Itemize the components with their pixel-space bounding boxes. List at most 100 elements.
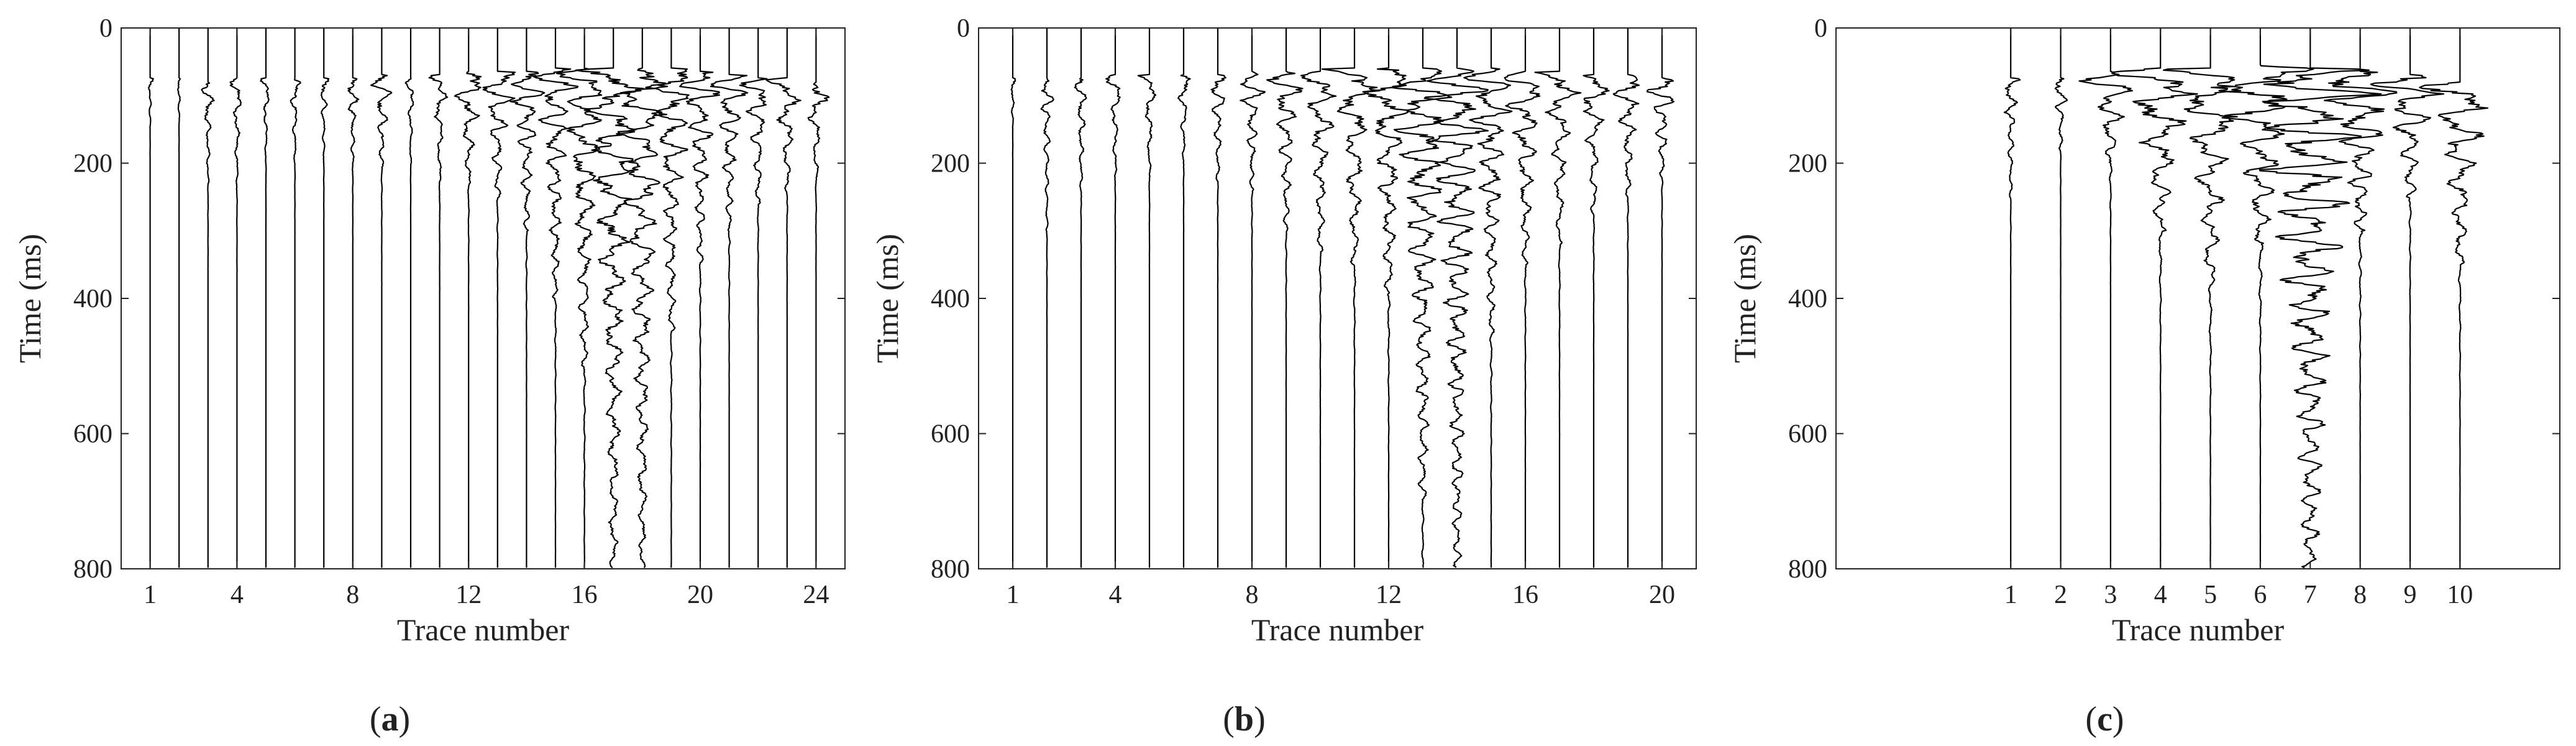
seismic-trace-2 <box>177 28 181 568</box>
y-tick-label: 400 <box>73 285 112 313</box>
y-axis-title: Time (ms) <box>1727 234 1762 363</box>
chart-panel-c: 0 200 400 600 800 1 2 3 4 5 6 7 8 9 10 Trace number Time… <box>1727 14 2560 739</box>
x-axis-title: Trace number <box>2112 612 2285 647</box>
x-tick-label: 16 <box>572 581 598 609</box>
x-tick-label: 5 <box>2204 581 2217 609</box>
x-tick-label: 20 <box>1649 581 1675 609</box>
seismic-trace-15 <box>532 28 579 568</box>
seismic-trace-9 <box>2370 28 2444 568</box>
x-tick-label: 16 <box>1512 581 1538 609</box>
x-tick-label: 3 <box>2104 581 2117 609</box>
seismic-trace-3 <box>201 28 215 568</box>
seismic-trace-18 <box>616 28 669 568</box>
seismic-trace-9 <box>1266 28 1304 568</box>
seismic-trace-16 <box>555 28 603 568</box>
x-tick-label: 4 <box>1109 581 1122 609</box>
seismic-trace-7 <box>1210 28 1226 568</box>
chart-panel-b: 0 200 400 600 800 1 4 8 12 16 20 Trace number Time (… <box>870 14 1697 739</box>
x-tick-label: 8 <box>1246 581 1259 609</box>
x-tick-label: 1 <box>2004 581 2017 609</box>
y-axis-title: Time (ms) <box>12 234 47 363</box>
seismic-trace-4 <box>2111 28 2198 568</box>
seismic-trace-1 <box>2003 28 2021 568</box>
seismic-trace-14 <box>509 28 546 568</box>
x-axis-title: Trace number <box>1251 612 1424 647</box>
x-tick-label: 7 <box>2304 581 2317 609</box>
seismic-trace-13 <box>1390 28 1453 568</box>
y-tick-label: 800 <box>931 555 970 584</box>
y-tick-label: 200 <box>931 150 970 178</box>
seismic-trace-7 <box>320 28 330 568</box>
x-tick-label: 9 <box>2403 581 2416 609</box>
y-tick-label: 0 <box>957 14 970 43</box>
seismic-trace-10 <box>404 28 414 568</box>
x-tick-label: 1 <box>144 581 157 609</box>
seismic-trace-22 <box>739 28 768 568</box>
seismic-trace-2 <box>2054 28 2068 568</box>
seismic-trace-3 <box>2078 28 2133 568</box>
y-tick-label: 400 <box>931 285 970 313</box>
seismic-trace-1 <box>148 28 154 568</box>
x-axis-title: Trace number <box>397 612 570 647</box>
seismic-trace-17 <box>1534 28 1582 568</box>
y-axis-title: Time (ms) <box>870 234 905 363</box>
y-tick-label: 200 <box>1788 150 1827 178</box>
seismic-trace-6 <box>1177 28 1191 568</box>
y-tick-label: 600 <box>931 420 970 449</box>
panel-label-c: (c) <box>2085 700 2124 739</box>
seismic-trace-16 <box>1504 28 1541 568</box>
seismic-trace-5 <box>1137 28 1157 568</box>
y-tick-label: 800 <box>1788 555 1827 584</box>
panel-label-a: (a) <box>370 700 410 739</box>
seismic-trace-3 <box>1074 28 1087 568</box>
y-tick-label: 200 <box>73 150 112 178</box>
chart-panel-a: 0 200 400 600 800 1 4 8 12 16 20 24 Trace number Time… <box>12 14 846 739</box>
y-tick-label: 800 <box>73 555 112 584</box>
x-tick-label: 1 <box>1007 581 1020 609</box>
x-tick-label: 12 <box>1376 581 1402 609</box>
x-tick-label: 4 <box>2154 581 2167 609</box>
seismic-trace-12 <box>454 28 482 568</box>
seismic-trace-8 <box>1240 28 1266 568</box>
seismic-trace-5 <box>260 28 270 568</box>
seismic-trace-7 <box>2259 28 2382 569</box>
seismic-trace-17 <box>575 28 644 569</box>
seismic-trace-19 <box>1612 28 1640 568</box>
seismic-trace-11 <box>1321 28 1381 568</box>
x-tick-label: 6 <box>2254 581 2267 609</box>
seismic-trace-15 <box>1463 28 1513 568</box>
seismic-trace-9 <box>370 28 393 568</box>
seismic-trace-20 <box>1647 28 1675 568</box>
x-tick-label: 12 <box>455 581 482 609</box>
seismic-trace-11 <box>428 28 449 568</box>
x-tick-label: 8 <box>346 581 359 609</box>
seismic-trace-12 <box>1362 28 1410 568</box>
y-tick-label: 0 <box>1814 14 1827 43</box>
x-tick-label: 4 <box>231 581 244 609</box>
seismic-trace-23 <box>765 28 802 568</box>
seismic-trace-24 <box>807 28 830 568</box>
x-tick-label: 24 <box>803 581 829 609</box>
seismic-trace-10 <box>1300 28 1337 568</box>
panel-label-b: (b) <box>1223 700 1265 739</box>
y-tick-label: 400 <box>1788 285 1827 313</box>
seismic-trace-10 <box>2419 28 2488 568</box>
seismic-trace-8 <box>2324 28 2398 568</box>
seismic-trace-18 <box>1583 28 1610 568</box>
x-tick-label: 8 <box>2354 581 2367 609</box>
seismic-trace-1 <box>1010 28 1016 568</box>
seismic-trace-8 <box>347 28 360 568</box>
seismic-trace-6 <box>2210 28 2314 568</box>
seismic-trace-21 <box>710 28 749 568</box>
y-tick-label: 0 <box>99 14 112 43</box>
seismic-trace-2 <box>1040 28 1054 568</box>
seismic-trace-4 <box>229 28 242 568</box>
x-tick-label: 20 <box>687 581 713 609</box>
seismic-trace-14 <box>1423 28 1489 568</box>
seismic-trace-20 <box>679 28 721 568</box>
x-tick-label: 2 <box>2054 581 2067 609</box>
y-tick-label: 600 <box>73 420 112 449</box>
x-tick-label: 10 <box>2447 581 2473 609</box>
